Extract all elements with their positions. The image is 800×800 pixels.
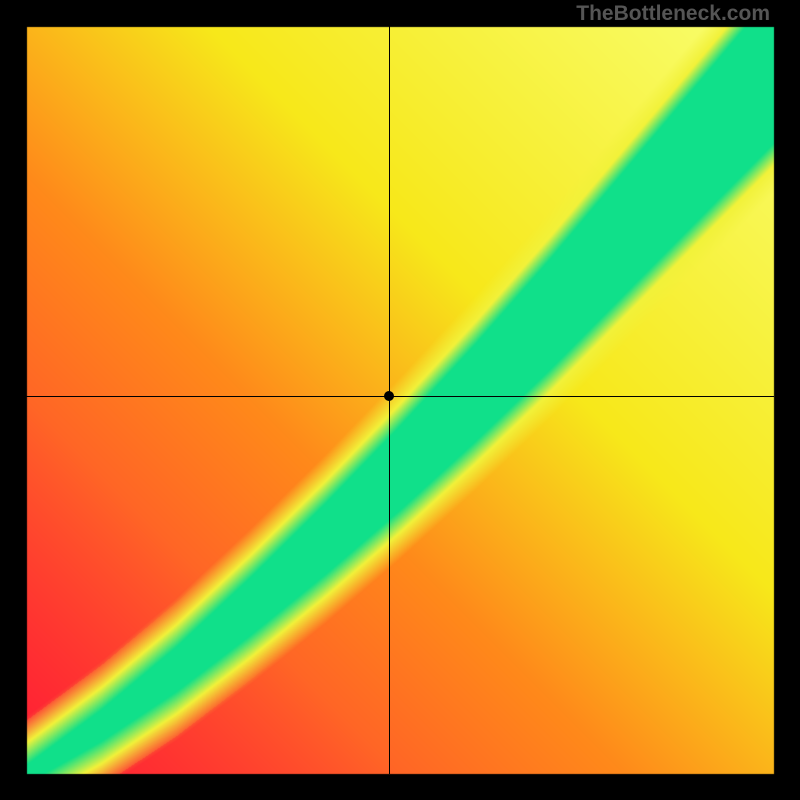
crosshair-horizontal: [26, 396, 773, 397]
watermark-text: TheBottleneck.com: [576, 2, 770, 26]
heatmap-canvas: [0, 0, 800, 800]
bottleneck-heatmap-chart: TheBottleneck.com: [0, 0, 800, 800]
crosshair-dot: [384, 391, 394, 401]
